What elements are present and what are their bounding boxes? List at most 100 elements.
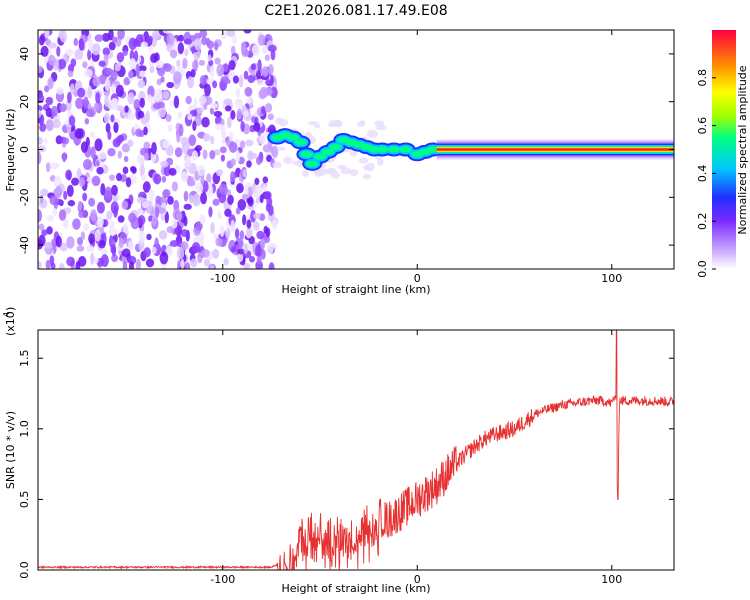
spec-y-tick-label: -40 — [18, 236, 31, 254]
noise-blob — [121, 200, 129, 210]
transition-blob — [314, 124, 321, 129]
noise-blob — [70, 58, 77, 68]
noise-blob — [107, 130, 112, 141]
noise-blob — [191, 242, 201, 253]
noise-blob — [165, 114, 172, 123]
noise-blob — [153, 173, 162, 185]
noise-blob — [38, 65, 43, 74]
noise-blob — [192, 199, 199, 207]
noise-blob — [204, 96, 213, 105]
noise-blob — [166, 43, 172, 53]
noise-blob — [151, 216, 157, 227]
noise-blob — [253, 212, 261, 220]
ridge-blob — [314, 153, 327, 160]
noise-blob — [69, 83, 75, 95]
noise-blob — [48, 42, 57, 49]
noise-blob — [197, 164, 206, 177]
noise-blob — [110, 114, 115, 123]
noise-blob — [152, 102, 162, 110]
noise-blob — [256, 255, 262, 265]
noise-blob — [146, 94, 153, 102]
noise-blob — [96, 166, 104, 175]
noise-blob — [111, 184, 118, 196]
snr-frame — [37, 329, 675, 571]
noise-blob — [206, 40, 215, 49]
colorbar: 0.0 0.2 0.4 0.6 0.8 Normalized spectral ampl… — [696, 30, 749, 278]
noise-blob — [224, 105, 232, 112]
noise-blob — [159, 251, 169, 265]
noise-blob — [182, 57, 188, 70]
noise-blob — [65, 169, 73, 181]
noise-blob — [116, 172, 122, 182]
noise-blob — [56, 86, 64, 95]
noise-blob — [102, 47, 110, 56]
snr-panel: -100 0 100 0.0 0.5 1.0 1.5 Height of straight… — [2, 307, 675, 595]
noise-blob — [201, 248, 210, 258]
ridge-blob — [294, 139, 307, 146]
transition-blob — [301, 170, 310, 177]
noise-blob — [63, 190, 68, 200]
noise-blob — [45, 162, 51, 173]
noise-blob — [96, 201, 105, 214]
noise-blob — [221, 130, 227, 139]
noise-blob — [227, 194, 234, 205]
noise-blob — [110, 201, 119, 215]
noise-blob — [255, 156, 262, 165]
noise-blob — [137, 215, 146, 226]
transition-blob — [328, 168, 337, 175]
noise-blob — [196, 106, 204, 114]
transition-blob — [282, 156, 293, 164]
noise-blob — [175, 211, 183, 221]
noise-blob — [137, 110, 145, 119]
noise-blob — [167, 196, 174, 205]
noise-blob — [55, 235, 62, 248]
noise-blob — [271, 219, 278, 230]
noise-blob — [103, 112, 110, 124]
noise-blob — [214, 41, 219, 51]
noise-blob — [162, 189, 170, 198]
noise-blob — [148, 188, 154, 202]
snr-x-ticks: -100 0 100 — [210, 330, 622, 586]
colorbar-ticks: 0.0 0.2 0.4 0.6 0.8 — [696, 69, 716, 278]
noise-blob — [125, 177, 132, 188]
noise-blob — [127, 92, 135, 105]
noise-blob — [128, 212, 137, 224]
noise-blob — [262, 176, 269, 184]
ridge-blob — [300, 151, 313, 158]
noise-blob — [135, 63, 140, 76]
noise-blob — [228, 141, 238, 153]
noise-blob — [65, 48, 74, 57]
noise-blob — [107, 220, 115, 229]
noise-blob — [212, 198, 220, 206]
noise-blob — [93, 102, 100, 111]
noise-blob — [139, 97, 145, 108]
noise-blob — [241, 41, 247, 51]
noise-blob — [190, 258, 198, 268]
noise-blob — [55, 185, 63, 199]
noise-blob — [116, 52, 125, 63]
noise-blob — [105, 122, 111, 133]
noise-blob — [209, 149, 216, 160]
noise-blob — [111, 244, 117, 257]
noise-blob — [208, 206, 213, 218]
noise-blob — [47, 77, 54, 90]
noise-blob — [127, 112, 136, 121]
noise-blob — [248, 255, 255, 263]
noise-blob — [267, 113, 275, 121]
ridge-blob — [399, 146, 412, 153]
noise-blob — [40, 188, 49, 197]
noise-blob — [84, 118, 90, 125]
snr-line — [38, 330, 674, 570]
spec-y-tick-label: 40 — [18, 47, 31, 61]
noise-blob — [223, 78, 231, 85]
noise-blob — [219, 225, 225, 238]
noise-blob — [253, 122, 261, 132]
noise-blob — [133, 50, 139, 63]
noise-blob — [180, 241, 189, 251]
spectrogram-ridge — [267, 128, 674, 171]
noise-blob — [232, 75, 239, 84]
noise-blob — [177, 34, 185, 42]
noise-blob — [140, 41, 148, 48]
snr-y-multiplier-close: ) — [4, 307, 17, 311]
noise-blob — [87, 85, 93, 99]
